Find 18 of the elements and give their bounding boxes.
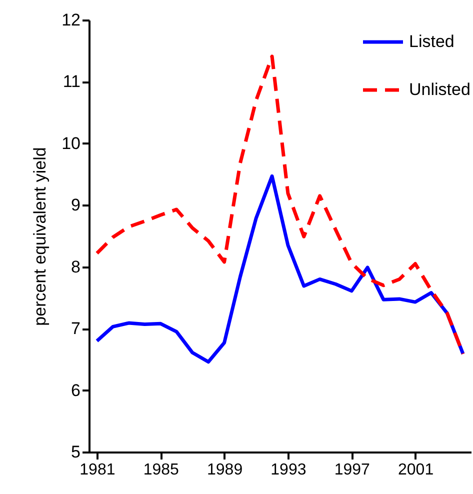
y-tick-label: 11 (62, 72, 80, 92)
y-tick-label: 9 (71, 196, 80, 215)
x-tick-label: 1985 (143, 462, 180, 478)
y-tick-label: 6 (71, 380, 80, 400)
y-tick-label: 5 (71, 442, 80, 462)
legend-label: Unlisted (409, 80, 470, 99)
y-axis-title: percent equivalent yield (30, 147, 50, 326)
x-tick-label: 2001 (398, 462, 434, 478)
x-tick-label: 1989 (206, 462, 243, 478)
x-tick-label: 1993 (270, 462, 306, 478)
line-series (95, 174, 465, 364)
legend-label: Listed (409, 32, 454, 51)
y-tick-label: 7 (71, 319, 80, 338)
y-tick-label: 8 (71, 257, 80, 276)
y-tick-label: 10 (62, 134, 80, 153)
y-tick-label: 12 (62, 10, 80, 30)
x-tick-label: 1997 (334, 462, 370, 478)
x-tick-label: 1981 (80, 462, 116, 478)
